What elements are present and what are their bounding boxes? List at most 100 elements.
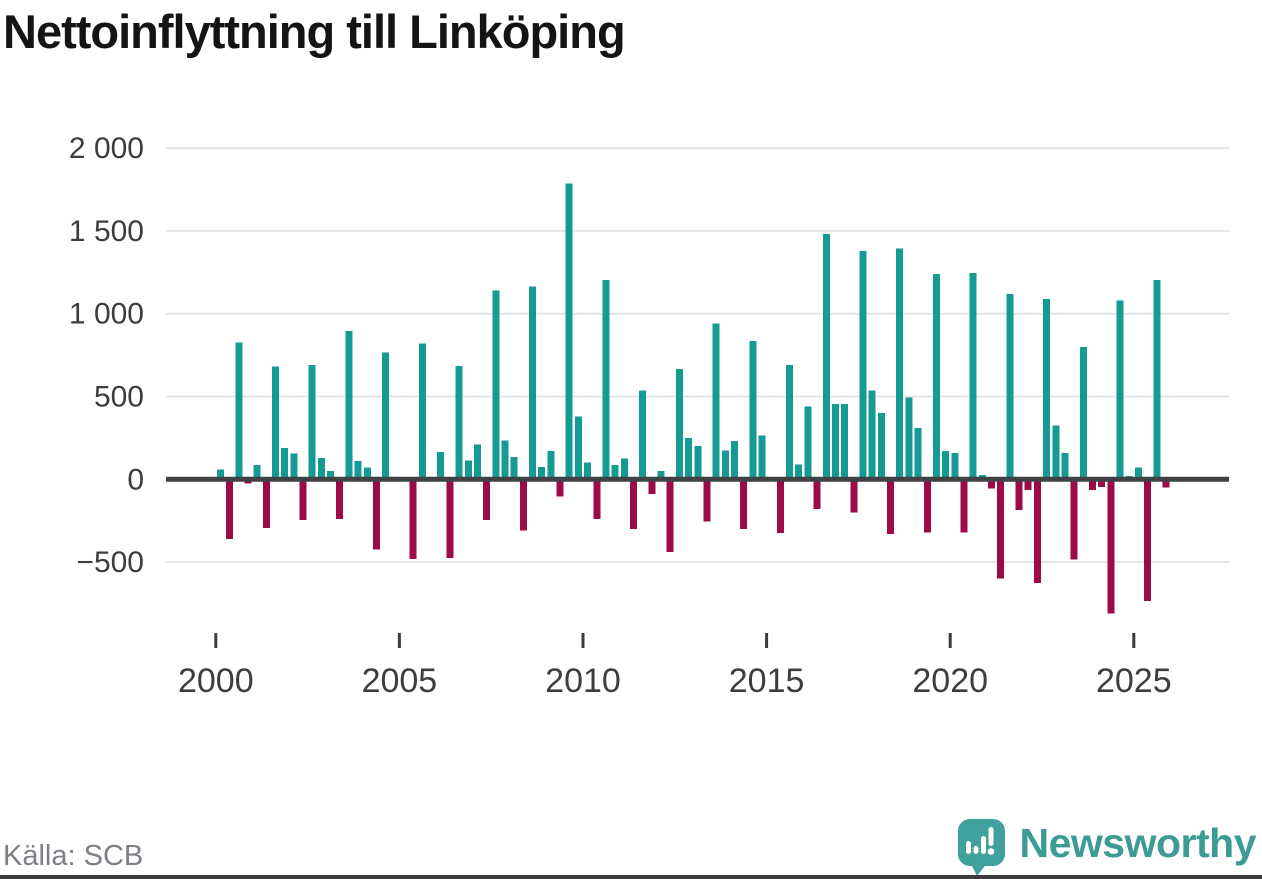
bar-positive xyxy=(795,464,803,480)
bar-negative xyxy=(1098,479,1106,487)
bar-positive xyxy=(1006,293,1014,480)
bar-positive xyxy=(271,366,279,480)
bar-negative xyxy=(997,479,1005,579)
logo-bar-icon xyxy=(973,846,978,854)
bar-positive xyxy=(942,451,950,480)
bar-positive xyxy=(611,465,619,480)
bar-positive xyxy=(804,406,812,480)
bar-positive xyxy=(574,416,582,480)
bar-positive xyxy=(730,441,738,480)
bar-positive xyxy=(620,458,628,480)
bar-negative xyxy=(923,479,931,533)
x-tick-label: 2025 xyxy=(1096,662,1172,700)
bar-positive xyxy=(602,279,610,480)
bar-negative xyxy=(1162,479,1170,488)
x-tick-label: 2015 xyxy=(729,662,805,700)
bar-negative xyxy=(740,479,748,529)
bar-positive xyxy=(437,451,445,480)
bar-positive xyxy=(749,341,757,480)
bar-negative xyxy=(1070,479,1078,560)
bar-negative xyxy=(1024,479,1032,491)
bar-positive xyxy=(354,461,362,480)
bar-positive xyxy=(694,446,702,480)
bar-negative xyxy=(1089,479,1096,491)
bar-positive xyxy=(418,343,426,480)
bar-positive xyxy=(951,452,959,480)
bar-positive xyxy=(859,250,867,480)
y-tick-label: 1 000 xyxy=(69,298,144,331)
bar-negative xyxy=(1107,479,1115,614)
bar-negative xyxy=(1033,479,1041,583)
bar-positive xyxy=(529,286,537,480)
bar-positive xyxy=(455,365,463,480)
bar-negative xyxy=(372,479,380,550)
bar-positive xyxy=(969,273,977,480)
bar-positive xyxy=(317,457,325,480)
bar-negative xyxy=(226,479,234,539)
bar-positive xyxy=(685,437,693,480)
bar-positive xyxy=(905,397,913,480)
bar-negative xyxy=(887,479,895,534)
x-tick-label: 2005 xyxy=(362,662,438,700)
bar-positive xyxy=(345,331,353,480)
x-tick-label: 2020 xyxy=(912,662,988,700)
bar-positive xyxy=(914,427,922,480)
logo-bubble-tail xyxy=(969,862,988,876)
bar-positive xyxy=(565,183,573,480)
bar-negative xyxy=(336,479,344,520)
bar-positive xyxy=(464,460,472,480)
bar-positive xyxy=(639,390,647,480)
bar-negative xyxy=(648,479,656,495)
bar-positive xyxy=(510,456,518,480)
bar-negative xyxy=(446,479,454,558)
logo-bar-icon xyxy=(965,841,971,854)
bar-positive xyxy=(473,444,481,480)
y-tick-label: 500 xyxy=(94,381,144,414)
y-tick-label: 0 xyxy=(127,463,144,496)
bar-negative xyxy=(409,479,417,559)
logo-exclamation-dot-icon xyxy=(987,848,994,855)
bar-negative xyxy=(850,479,858,513)
bar-negative xyxy=(703,479,711,522)
bar-positive xyxy=(584,462,592,480)
chart-title: Nettoinflyttning till Linköping xyxy=(3,5,626,58)
bar-negative xyxy=(556,479,564,497)
y-tick-label: 2 000 xyxy=(69,132,144,165)
y-tick-label: 1 500 xyxy=(69,215,144,248)
bar-positive xyxy=(841,403,849,480)
bar-positive xyxy=(235,342,243,480)
bar-positive xyxy=(877,413,885,480)
bar-positive xyxy=(1043,298,1051,480)
bar-positive xyxy=(327,471,335,480)
bar-positive xyxy=(216,469,224,480)
bar-positive xyxy=(721,450,729,480)
bar-negative xyxy=(1015,479,1023,510)
bar-positive xyxy=(538,466,546,480)
bar-positive xyxy=(1134,467,1142,480)
bar-negative xyxy=(630,479,637,529)
bar-positive xyxy=(308,365,316,480)
bottom-border xyxy=(0,875,1262,879)
bar-positive xyxy=(932,273,940,480)
bar-positive xyxy=(281,447,289,480)
bar-negative xyxy=(960,479,968,533)
bar-positive xyxy=(868,390,876,480)
bar-positive xyxy=(822,234,830,480)
bar-positive xyxy=(712,323,720,480)
bar-positive xyxy=(1116,300,1124,480)
bar-positive xyxy=(492,290,500,480)
bar-positive xyxy=(786,365,794,480)
bar-positive xyxy=(758,435,766,480)
y-tick-label: −500 xyxy=(76,546,144,579)
x-tick-label: 2000 xyxy=(178,662,254,700)
newsworthy-wordmark: Newsworthy xyxy=(1019,820,1257,866)
bar-negative xyxy=(483,479,491,520)
bar-negative xyxy=(519,479,527,531)
bar-positive xyxy=(657,471,665,480)
bar-positive xyxy=(382,352,390,480)
bar-positive xyxy=(1052,425,1060,480)
bar-positive xyxy=(896,248,904,480)
bar-negative xyxy=(593,479,601,520)
logo-exclamation-icon xyxy=(988,827,993,846)
